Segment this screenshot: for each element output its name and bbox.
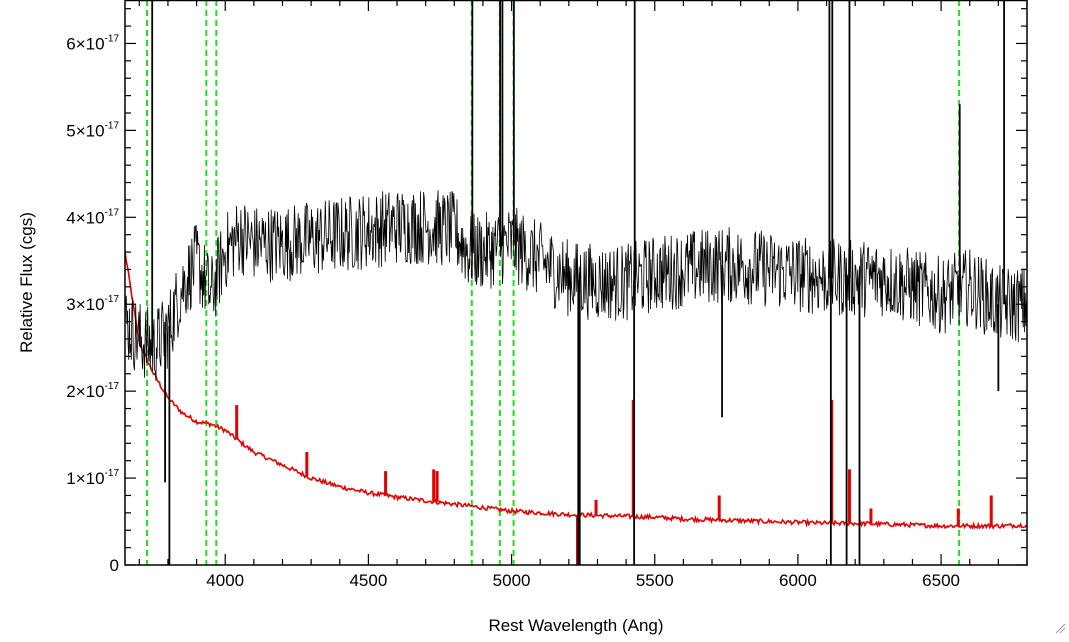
- spectrum-series-line: [125, 190, 1027, 381]
- y-axis-title: Relative Flux (cgs): [17, 212, 36, 353]
- y-tick-exponent: -17: [105, 468, 120, 479]
- x-tick-label: 4000: [206, 571, 244, 590]
- x-tick-label: 5000: [493, 571, 531, 590]
- y-tick-mantissa: 1×10: [66, 469, 104, 488]
- x-tick-label: 6500: [922, 571, 960, 590]
- axes-group: 4000 4500 5000 5500 6000 650001×10-172×10-173…: [66, 0, 1028, 590]
- x-tick-label: 6000: [779, 571, 817, 590]
- y-tick-mantissa: 4×10: [66, 208, 104, 227]
- y-tick-exponent: -17: [105, 207, 120, 218]
- model-series-line: [125, 251, 1027, 530]
- y-tick-exponent: -17: [105, 33, 120, 44]
- y-tick-mantissa: 0: [110, 556, 119, 575]
- resize-grip-icon[interactable]: [1054, 622, 1066, 634]
- spectrum-series-group: [125, 0, 1027, 565]
- y-tick-mantissa: 5×10: [66, 121, 104, 140]
- plot-frame: [124, 0, 1028, 566]
- y-tick-label: 3×10-17: [66, 294, 119, 314]
- y-tick-label: 0: [110, 556, 119, 575]
- y-tick-mantissa: 3×10: [66, 295, 104, 314]
- y-tick-exponent: -17: [105, 294, 120, 305]
- y-tick-label: 2×10-17: [66, 381, 119, 401]
- y-tick-label: 5×10-17: [66, 120, 119, 140]
- y-tick-mantissa: 6×10: [66, 34, 104, 53]
- y-tick-exponent: -17: [105, 381, 120, 392]
- y-tick-mantissa: 2×10: [66, 382, 104, 401]
- y-tick-label: 4×10-17: [66, 207, 119, 227]
- y-tick-label: 1×10-17: [66, 468, 119, 488]
- x-tick-label: 5500: [636, 571, 674, 590]
- x-axis-title: Rest Wavelength (Ang): [488, 616, 663, 635]
- y-tick-label: 6×10-17: [66, 33, 119, 53]
- x-tick-label: 4500: [349, 571, 387, 590]
- y-tick-exponent: -17: [105, 120, 120, 131]
